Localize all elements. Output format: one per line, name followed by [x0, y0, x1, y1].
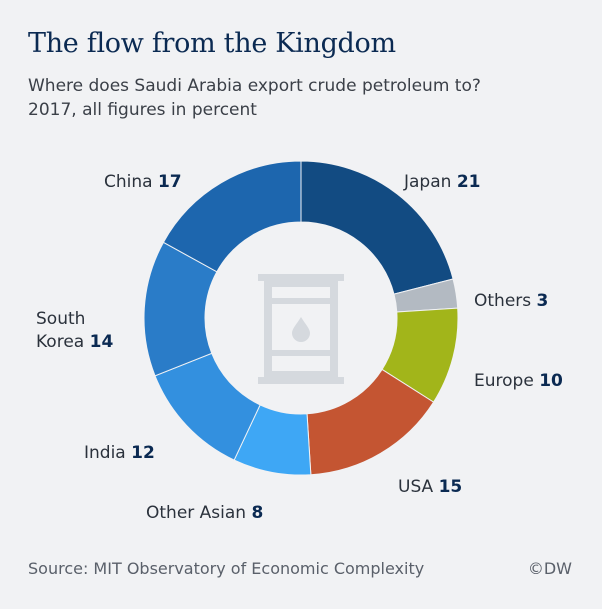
slice-label-value: 17	[157, 172, 182, 192]
slice-label-name: Others	[474, 291, 532, 311]
slice-label-europe: Europe 10	[474, 370, 563, 393]
donut-slices	[143, 160, 459, 476]
slice-label-value: 10	[539, 371, 563, 391]
chart-title: The flow from the Kingdom	[28, 28, 396, 59]
slice-label-others: Others 3	[474, 290, 548, 313]
slice-label-name: China	[104, 172, 153, 192]
source-note: Source: MIT Observatory of Economic Comp…	[28, 559, 425, 578]
slice-label-japan: Japan 21	[404, 171, 481, 194]
slice-label-name: India	[84, 443, 126, 463]
slice-label-name: Europe	[474, 371, 534, 391]
slice-label-china: China 17	[104, 171, 182, 194]
subtitle-line-2: 2017, all figures in percent	[28, 100, 257, 120]
slice-label-value: 3	[536, 291, 549, 311]
slice-label-value: 12	[131, 443, 155, 463]
subtitle-line-1: Where does Saudi Arabia export crude pet…	[28, 76, 481, 96]
oil-barrel-icon	[258, 274, 344, 384]
copyright: ©DW	[527, 559, 572, 578]
slice-label-name: USA	[398, 477, 434, 497]
slice-label-name: Japan	[404, 172, 452, 192]
slice-label-other-asian: Other Asian 8	[146, 502, 263, 525]
chart-subtitle: Where does Saudi Arabia export crude pet…	[28, 74, 481, 122]
slice-label-south-korea: South Korea 14	[36, 308, 113, 354]
slice-label-value: 14	[89, 332, 114, 352]
slice-label-usa: USA 15	[398, 476, 462, 499]
slice-label-name: South	[36, 309, 86, 329]
slice-label-name: Korea	[36, 332, 85, 352]
slice-label-value: 15	[438, 477, 463, 497]
oil-drop-icon	[292, 317, 310, 342]
slice-label-value: 8	[251, 503, 264, 523]
slice-label-india: India 12	[84, 442, 155, 465]
slice-label-value: 21	[456, 172, 481, 192]
slice-label-name: Other Asian	[146, 503, 247, 523]
slice-china	[162, 160, 302, 273]
